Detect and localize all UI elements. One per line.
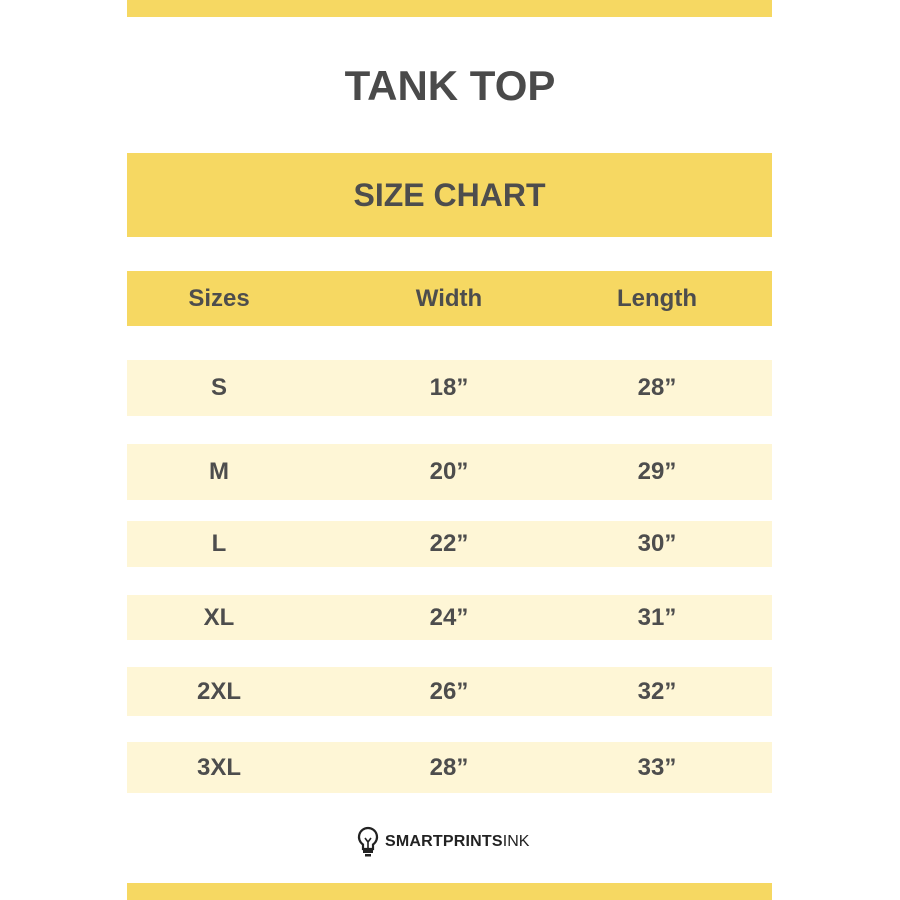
- cell-length: 33”: [637, 753, 677, 781]
- table-row: S 18” 28”: [127, 360, 772, 416]
- table-header: Sizes Width Length: [127, 271, 772, 326]
- cell-length: 31”: [637, 603, 677, 631]
- table-row: 2XL 26” 32”: [127, 667, 772, 716]
- logo-bold: SMARTPRINTS: [385, 833, 503, 850]
- cell-width: 28”: [429, 753, 469, 781]
- cell-size: S: [210, 374, 228, 401]
- page-title: TANK TOP: [344, 62, 556, 109]
- header-sizes: Sizes: [188, 284, 250, 312]
- lightbulb-icon: [357, 826, 379, 857]
- table-row: M 20” 29”: [127, 444, 772, 500]
- table-row: 3XL 28” 33”: [127, 742, 772, 793]
- cell-size: 3XL: [196, 753, 242, 781]
- cell-length: 28”: [637, 374, 677, 401]
- cell-width: 20”: [429, 458, 469, 485]
- logo-thin: INK: [502, 833, 530, 850]
- cell-size: 2XL: [196, 677, 242, 705]
- cell-width: 18”: [429, 374, 469, 401]
- cell-size: L: [211, 530, 227, 557]
- cell-length: 32”: [637, 677, 677, 705]
- cell-size: M: [209, 458, 229, 485]
- cell-width: 24”: [429, 603, 469, 631]
- cell-length: 29”: [637, 458, 677, 485]
- header-length: Length: [617, 284, 697, 312]
- bottom-bar: [127, 883, 772, 900]
- header-width: Width: [415, 284, 483, 312]
- top-bar: [127, 0, 772, 17]
- cell-width: 26”: [429, 677, 469, 705]
- table-row: L 22” 30”: [127, 521, 772, 567]
- cell-length: 30”: [637, 530, 677, 557]
- table-row: XL 24” 31”: [127, 595, 772, 640]
- logo: SMARTPRINTSINK: [357, 826, 529, 858]
- cell-width: 22”: [429, 530, 469, 557]
- cell-size: XL: [203, 603, 235, 631]
- subtitle-band: SIZE CHART: [127, 153, 772, 237]
- subtitle: SIZE CHART: [353, 176, 546, 213]
